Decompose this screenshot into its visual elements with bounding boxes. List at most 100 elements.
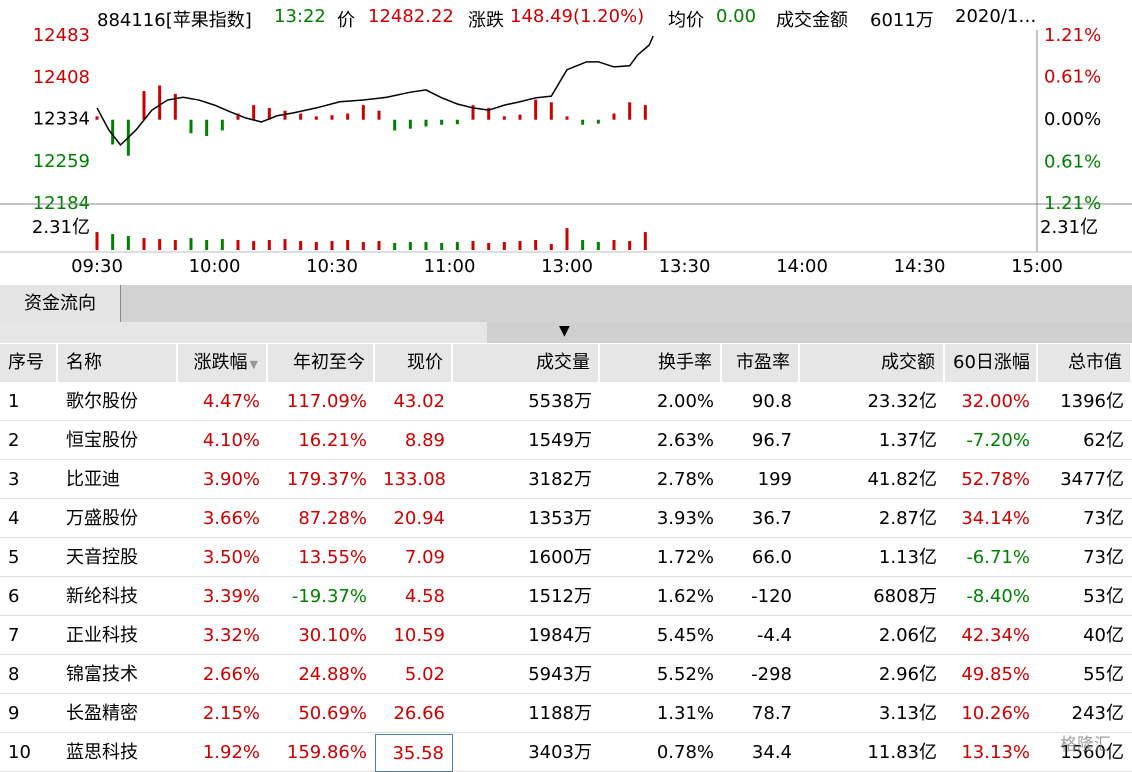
table-cell: 5.02 [375,656,453,694]
table-cell: 52.78% [945,461,1038,499]
table-cell: 10.59 [375,617,453,655]
table-cell: 2.00% [600,383,722,421]
volume-bar [612,240,616,250]
column-header[interactable]: 成交额 [800,344,945,382]
volume-bar [220,239,224,250]
table-cell: 1600万 [453,539,600,577]
price: 12482.22 [368,6,454,27]
table-cell: 2.87亿 [800,500,945,538]
table-cell: 2.78% [600,461,722,499]
table-cell: 1512万 [453,578,600,616]
volume-bar [361,242,365,250]
arrow-icon[interactable]: ▼ [559,323,570,339]
table-cell: 锦富技术 [58,656,178,694]
splitter: ▼ [0,322,1132,343]
volume-bar [393,243,397,250]
volume-bar [142,238,146,250]
y2-tick-label: 0.61% [1044,67,1101,88]
table-cell: 3 [0,461,58,499]
column-header[interactable]: 换手率 [600,344,722,382]
table-cell: 2 [0,422,58,460]
volume-tick-label: 2.31亿 [1040,217,1098,238]
strength-bar [455,119,459,125]
table-cell: 3182万 [453,461,600,499]
table-cell: 10 [0,734,58,772]
y2-tick-label: 0.00% [1044,109,1101,130]
volume-bar [126,236,130,250]
volume-bar [424,242,428,250]
volume-bar [95,232,99,250]
column-header[interactable]: 名称 [58,344,178,382]
table-cell: -6.71% [945,539,1038,577]
table-cell: 34.4 [722,734,800,772]
strength-bar [502,116,506,120]
table-cell: 32.00% [945,383,1038,421]
volume-bar [252,241,256,250]
table: 序号 名称 涨跌幅 ▼ 年初至今 现价 成交量 换手率 市盈率 成交额 60日涨幅 总市值 1 歌尔股份 4… [0,344,1132,772]
volume-bar [236,240,240,250]
table-cell: 10.26% [945,695,1038,733]
y-tick-label: 12483 [33,25,90,46]
x-tick-label: 11:00 [424,256,476,277]
column-header[interactable]: 序号 [0,344,58,382]
strength-bar [189,119,193,134]
column-header[interactable]: 涨跌幅 ▼ [178,344,268,382]
y-tick-label: 12259 [33,151,90,172]
strength-bar [95,116,99,120]
y-tick-label: 12408 [33,67,90,88]
column-header[interactable]: 总市值 [1038,344,1132,382]
volume-bar [502,242,506,250]
table-cell: -120 [722,578,800,616]
table-cell: 159.86% [268,734,375,772]
table-cell: 62亿 [1038,422,1132,460]
volume-bar [299,241,303,250]
table-cell: 3.90% [178,461,268,499]
strength-bar [596,119,600,124]
table-cell: 8.89 [375,422,453,460]
table-cell: 5.52% [600,656,722,694]
table-cell: 1 [0,383,58,421]
column-header[interactable]: 年初至今 [268,344,375,382]
strength-bar [142,91,146,120]
column-header[interactable]: 60日涨幅 [945,344,1038,382]
table-cell: 243亿 [1038,695,1132,733]
x-tick-label: 13:00 [541,256,593,277]
table-cell: 199 [722,461,800,499]
strength-bar [440,119,444,125]
table-cell: 1396亿 [1038,383,1132,421]
table-cell: 6 [0,578,58,616]
strength-bar [252,105,256,120]
table-cell: 9 [0,695,58,733]
tab[interactable]: 资金流向 [0,285,121,322]
volume-bar [534,240,538,250]
table-cell: 歌尔股份 [58,383,178,421]
table-cell: -4.4 [722,617,800,655]
label: 涨跌 [468,10,504,31]
table-cell: 90.8 [722,383,800,421]
table-cell: 23.32亿 [800,383,945,421]
table-cell: 5 [0,539,58,577]
column-header[interactable]: 现价 [375,344,453,382]
table-cell: 50.69% [268,695,375,733]
table-cell: 1.13亿 [800,539,945,577]
strength-bar [283,110,287,120]
sort-icon[interactable]: ▼ [249,358,258,371]
x-tick-label: 13:30 [659,256,711,277]
table-cell: 长盈精密 [58,695,178,733]
column-header[interactable]: 成交量 [453,344,600,382]
table-cell: 73亿 [1038,539,1132,577]
table-cell: 2.06亿 [800,617,945,655]
volume-bar [377,241,381,250]
table-cell: 87.28% [268,500,375,538]
strength-bar [173,93,177,120]
table-cell: 1.37亿 [800,422,945,460]
strength-bar [377,110,381,120]
table-cell: 3.66% [178,500,268,538]
table-cell: 24.88% [268,656,375,694]
table-cell: 4.47% [178,383,268,421]
volume-bar [596,242,600,250]
column-header[interactable]: 市盈率 [722,344,800,382]
x-tick-label: 14:00 [776,256,828,277]
volume-bar [565,228,569,250]
